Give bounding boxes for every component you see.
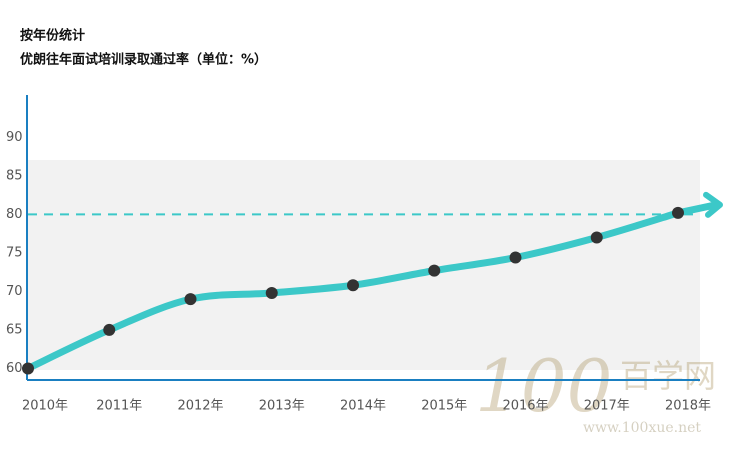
x-tick-label: 2017年 xyxy=(584,399,630,414)
point xyxy=(22,362,34,375)
x-tick-label: 2018年 xyxy=(665,399,711,414)
y-tick-label: 75 xyxy=(6,245,23,260)
y-tick-label: 65 xyxy=(6,322,23,337)
point xyxy=(265,286,278,299)
shaded-band xyxy=(28,160,700,370)
point xyxy=(428,264,441,277)
chart-subtitle: 优朗往年面试培训录取通过率（单位：%） xyxy=(20,52,267,68)
x-tick-label: 2011年 xyxy=(96,399,142,414)
point xyxy=(184,293,197,306)
arrow-head xyxy=(703,191,723,218)
watermark-name: 百学网 xyxy=(620,357,716,395)
point xyxy=(590,231,603,244)
y-tick-label: 90 xyxy=(6,130,23,145)
watermark-logo: 100 xyxy=(475,344,612,428)
chart-title: 按年份统计 xyxy=(20,28,85,44)
x-tick-label: 2016年 xyxy=(502,399,548,414)
x-tick-label: 2014年 xyxy=(340,399,386,414)
x-tick-label: 2013年 xyxy=(259,399,305,414)
y-tick-label: 80 xyxy=(6,207,23,222)
x-tick-label: 2010年 xyxy=(22,399,68,414)
x-tick-label: 2012年 xyxy=(177,399,223,414)
watermark: 100 百学网 www.100xue.net xyxy=(475,344,716,436)
watermark-url: www.100xue.net xyxy=(583,420,701,436)
y-tick-label: 85 xyxy=(6,168,23,183)
point xyxy=(103,323,116,336)
point xyxy=(347,279,359,292)
point xyxy=(509,251,522,264)
x-tick-label: 2015年 xyxy=(421,399,467,414)
y-tick-label: 60 xyxy=(6,361,23,376)
point xyxy=(672,206,684,219)
y-tick-label: 70 xyxy=(6,284,23,299)
